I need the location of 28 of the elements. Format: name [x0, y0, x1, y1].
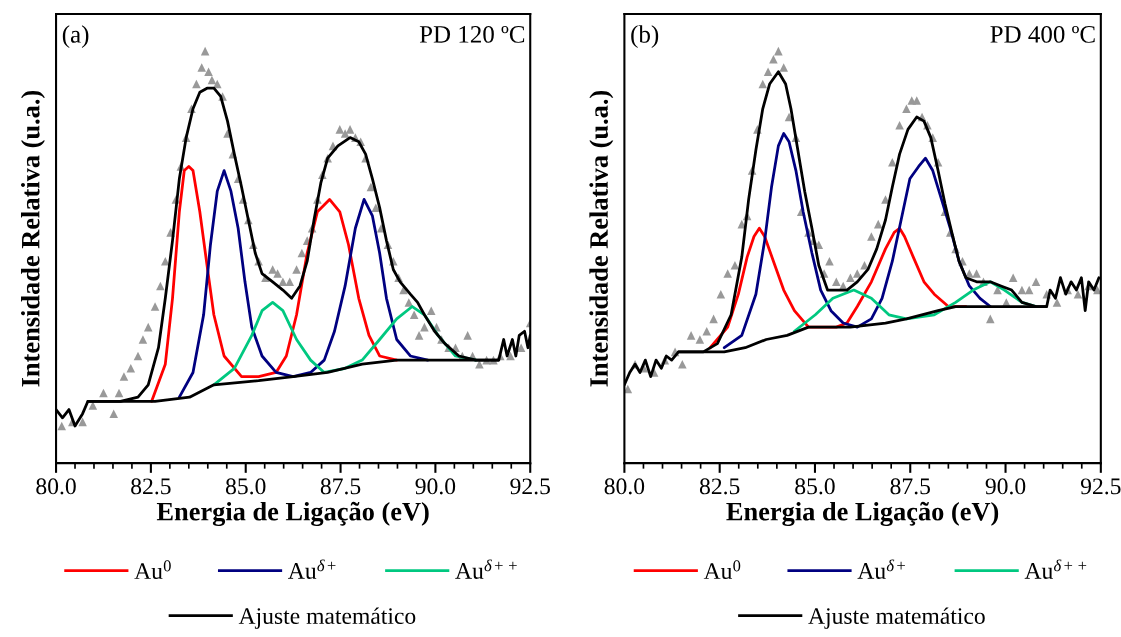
y-axis-title: Intensidade Relativa (u.a.) [21, 90, 45, 387]
x-tick-label: 80.0 [36, 478, 76, 495]
text: (b) [631, 25, 659, 48]
legend-label: Au$^{δ++}$ [455, 559, 517, 579]
legend-label: Au$^{0}$ [134, 560, 171, 580]
legend-label: Ajuste matemático [238, 607, 416, 629]
x-tick-label: 85.0 [225, 478, 266, 495]
legend-label: Au$^{δ+}$ [857, 559, 905, 579]
legend-label: Ajuste matemático [808, 607, 985, 629]
text: PD 120 ºC [419, 25, 525, 43]
legend-label: Au$^{δ+}$ [288, 559, 336, 579]
x-tick-label: 90.0 [985, 478, 1026, 495]
x-tick-label: 82.5 [131, 478, 171, 495]
x-tick-label: 92.5 [510, 478, 550, 495]
x-axis-title: Energia de Ligação (eV) [726, 501, 999, 527]
text: PD 400 ºC [990, 25, 1095, 43]
x-tick-label: 82.5 [699, 478, 740, 495]
x-tick-label: 87.5 [890, 478, 930, 495]
legend-label: Au$^{δ++}$ [1024, 559, 1087, 579]
x-tick-label: 80.0 [604, 478, 645, 495]
y-axis-title: Intensidade Relativa (u.a.) [589, 90, 614, 387]
legend-label: Au$^{0}$ [703, 560, 741, 580]
x-tick-label: 85.0 [795, 478, 835, 495]
x-tick-label: 87.5 [320, 478, 361, 495]
text: (a) [62, 25, 89, 48]
x-axis-title: Energia de Ligação (eV) [156, 501, 429, 527]
x-tick-label: 90.0 [415, 478, 456, 495]
x-tick-label: 92.5 [1080, 478, 1121, 495]
